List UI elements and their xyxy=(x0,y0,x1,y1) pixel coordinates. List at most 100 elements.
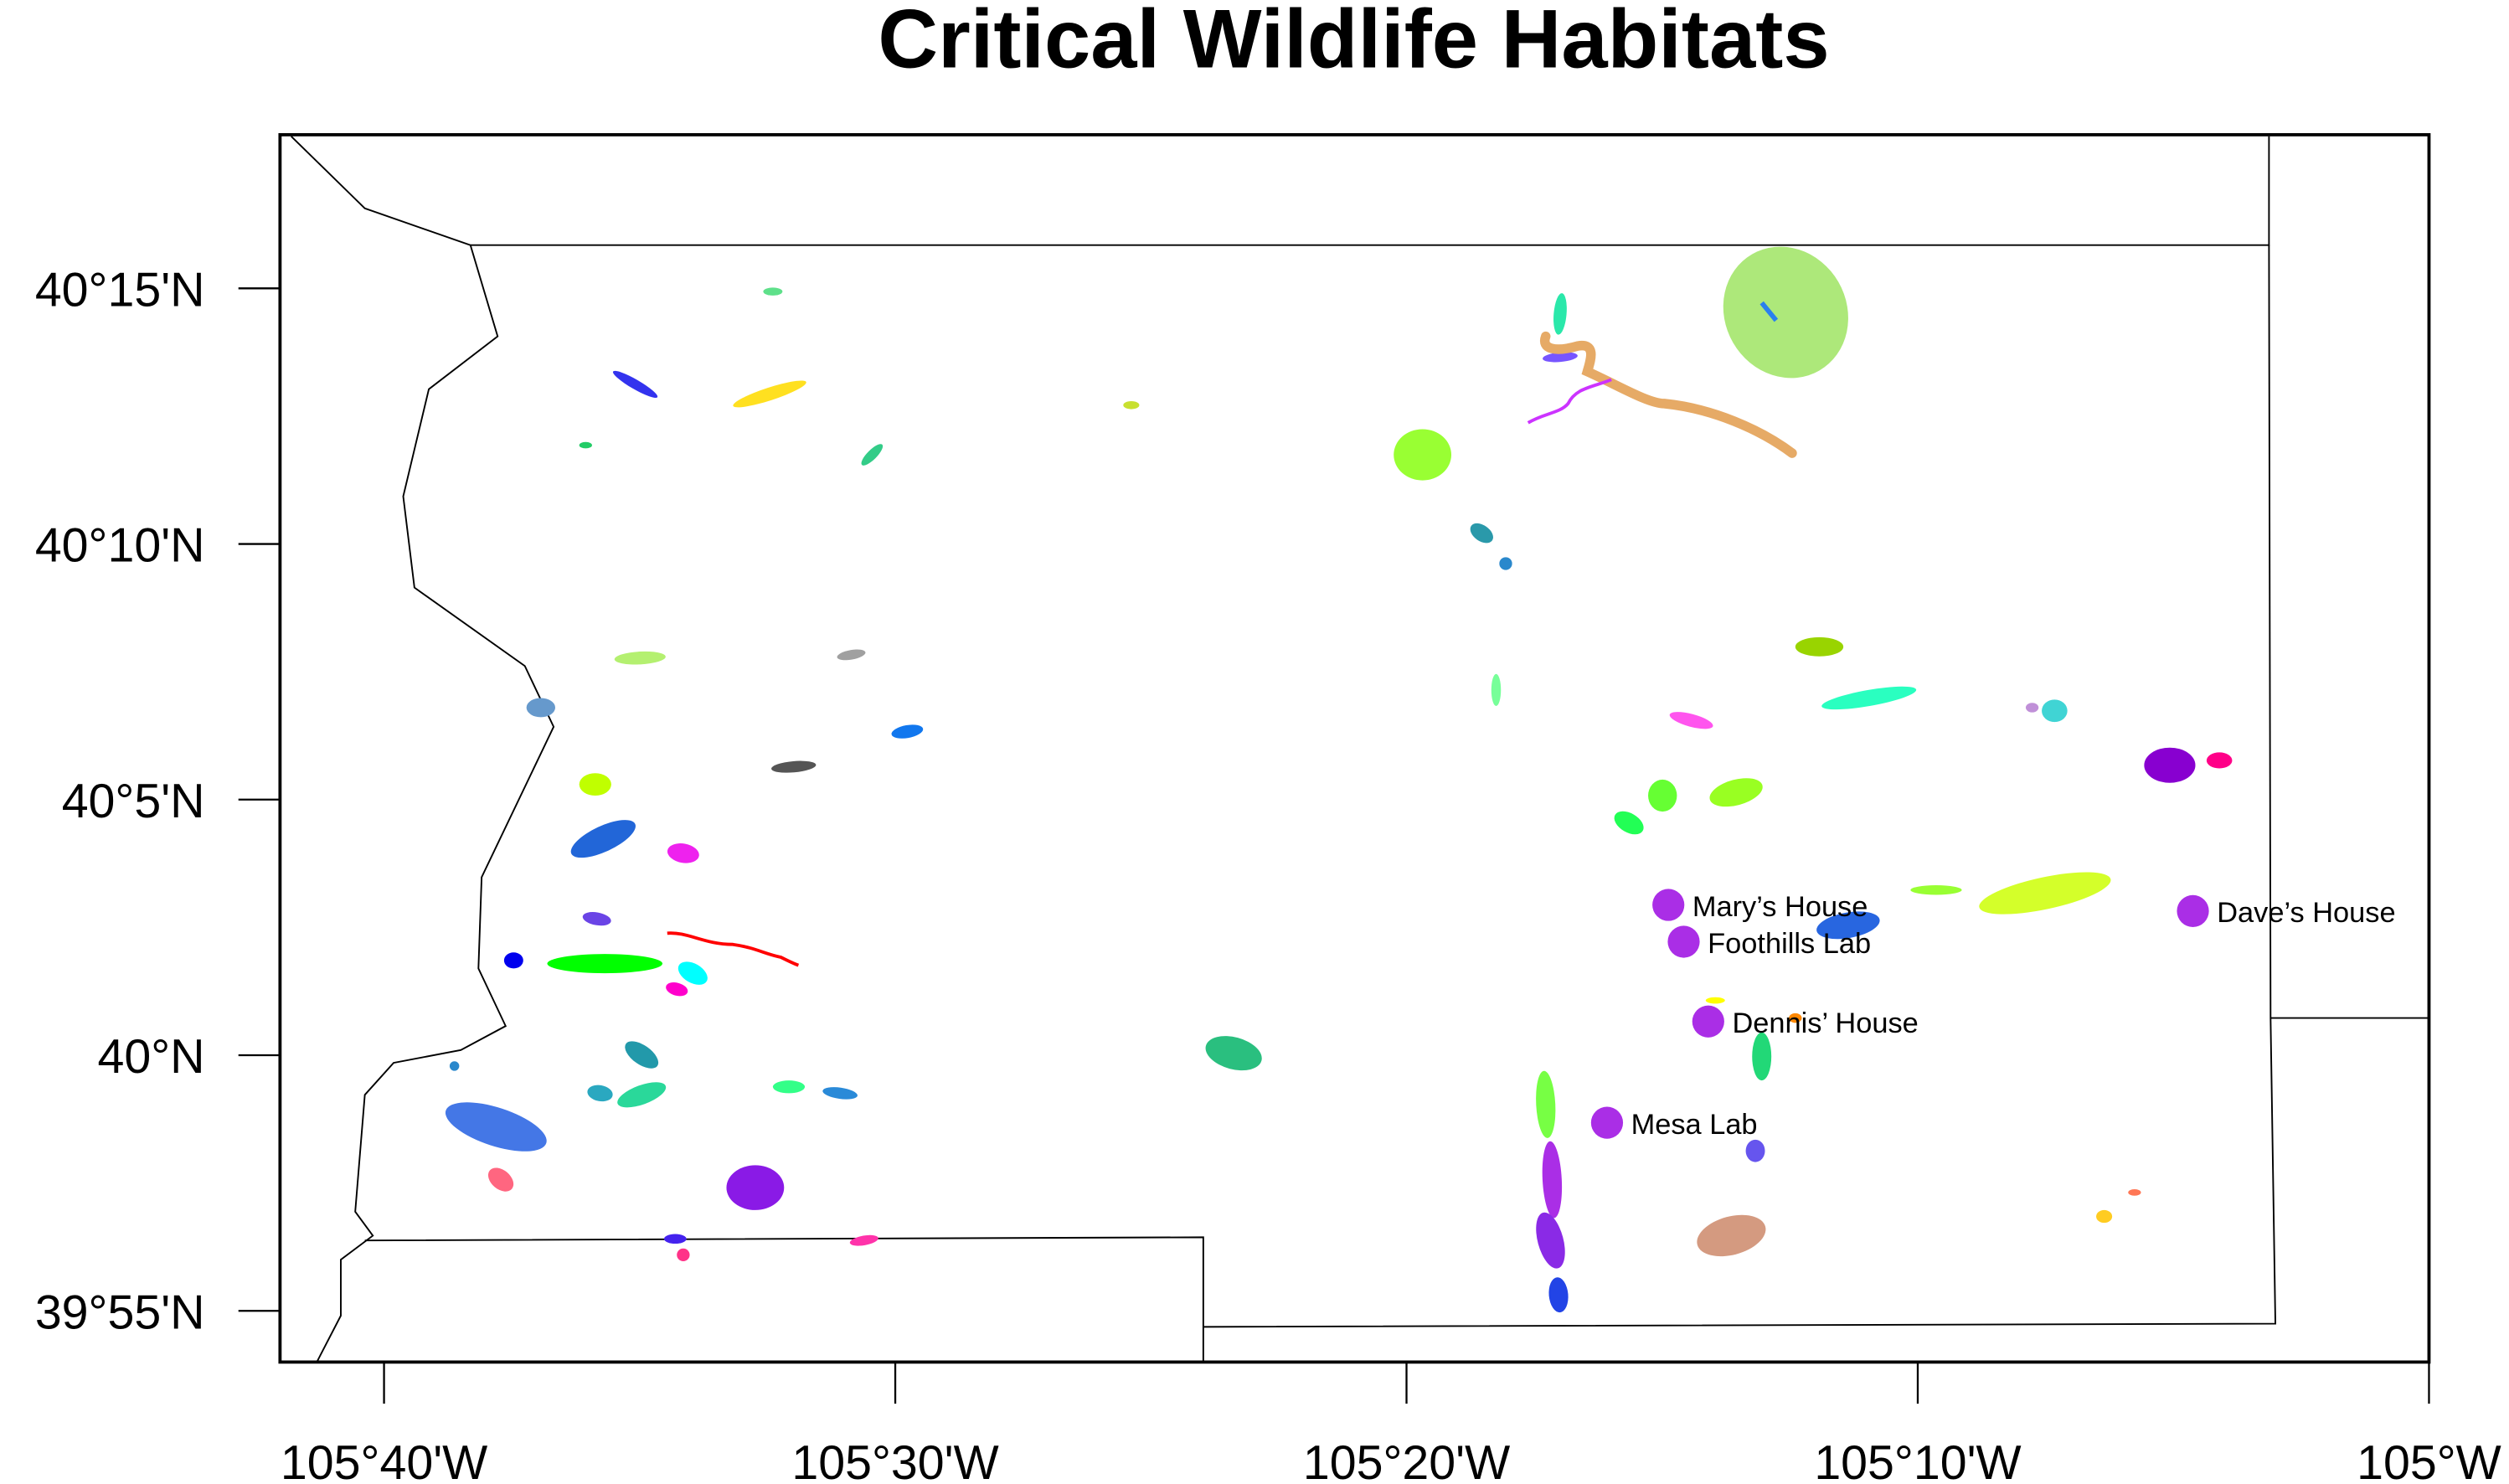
y-tick-label: 40°N xyxy=(98,1030,205,1084)
habitat-area xyxy=(1543,352,1578,363)
habitat-layer xyxy=(445,246,2233,1313)
habitat-area xyxy=(1759,301,1779,322)
x-tick-label: 105°W xyxy=(2357,1436,2501,1484)
habitat-area xyxy=(667,843,699,863)
habitat-area xyxy=(849,1234,878,1246)
habitat-stream xyxy=(667,931,800,967)
place-label: Dave’s House xyxy=(2217,897,2395,929)
habitat-area xyxy=(614,651,666,665)
habitat-area xyxy=(1553,293,1567,335)
habitat-area xyxy=(612,370,658,399)
habitat-area xyxy=(1491,673,1502,707)
map-title: Critical Wildlife Habitats xyxy=(878,0,1829,86)
habitat-area xyxy=(1205,1036,1262,1071)
habitat-area xyxy=(1499,557,1512,570)
habitat-area xyxy=(445,1102,547,1152)
habitat-river xyxy=(1540,331,1797,458)
habitat-area xyxy=(733,380,806,408)
habitat-area xyxy=(1697,1214,1766,1257)
habitat-area xyxy=(1548,1277,1569,1313)
place-label: Foothills Lab xyxy=(1708,928,1871,960)
county-boundary-north xyxy=(470,136,2270,246)
habitat-area xyxy=(570,820,636,858)
habitat-area xyxy=(1910,885,1962,895)
y-tick-label: 40°10'N xyxy=(35,519,205,573)
habitat-area xyxy=(1669,712,1713,729)
habitat-area xyxy=(2042,699,2068,723)
habitat-area xyxy=(1394,429,1452,481)
place-marker[interactable]: Dave’s House xyxy=(2177,894,2396,929)
habitat-area xyxy=(1723,246,1848,379)
habitat-area xyxy=(1542,1141,1563,1219)
habitat-area xyxy=(891,724,924,739)
habitat-area xyxy=(526,698,556,718)
habitat-area xyxy=(579,773,611,796)
place-marker[interactable]: Foothills Lab xyxy=(1667,925,1871,960)
place-dot-icon xyxy=(1590,1106,1624,1139)
habitat-area xyxy=(1745,1139,1765,1162)
habitat-stream xyxy=(1527,378,1612,425)
place-marker[interactable]: Dennis’ House xyxy=(1692,1005,1919,1039)
boundaries xyxy=(291,136,2429,1363)
place-dot-icon xyxy=(1667,925,1700,958)
habitat-area xyxy=(763,287,783,296)
habitat-area xyxy=(726,1165,785,1210)
habitat-area xyxy=(837,649,866,661)
county-boundary-west xyxy=(291,136,555,1363)
habitat-area xyxy=(1795,636,1844,657)
place-marker[interactable]: Mesa Lab xyxy=(1590,1106,1758,1141)
x-tick-label: 105°10'W xyxy=(1814,1436,2021,1484)
y-tick-label: 40°5'N xyxy=(62,775,205,828)
habitat-area xyxy=(2128,1189,2141,1196)
county-boundary-east xyxy=(1203,245,2277,1328)
habitat-area xyxy=(1979,872,2111,915)
habitat-area xyxy=(487,1167,514,1192)
habitat-area xyxy=(1709,778,1763,807)
habitat-area xyxy=(2025,703,2039,713)
x-tick-label: 105°20'W xyxy=(1303,1436,1510,1484)
y-axis: 40°15'N 40°10'N 40°5'N 40°N 39°55'N xyxy=(35,263,281,1339)
habitat-area xyxy=(822,1087,858,1100)
habitat-area xyxy=(666,982,688,997)
place-label: Mesa Lab xyxy=(1631,1109,1758,1141)
y-tick-label: 40°15'N xyxy=(35,263,205,317)
place-dot-icon xyxy=(1692,1005,1724,1038)
place-label: Mary’s House xyxy=(1692,891,1868,923)
habitat-area xyxy=(1752,1032,1772,1081)
place-dot-icon xyxy=(2177,894,2209,927)
x-tick-label: 105°40'W xyxy=(281,1436,487,1484)
habitat-area xyxy=(1614,811,1644,835)
place-dot-icon xyxy=(1652,889,1685,921)
county-boundary-south xyxy=(364,1236,1204,1363)
x-tick-label: 105°30'W xyxy=(791,1436,998,1484)
places-layer: Mary’s House Foothills Lab Dennis’ House Me… xyxy=(1590,889,2396,1141)
habitat-area xyxy=(547,954,663,974)
habitat-area xyxy=(2206,752,2233,769)
habitat-area xyxy=(771,760,817,773)
habitat-area xyxy=(663,1234,687,1244)
habitat-area xyxy=(449,1061,460,1071)
habitat-area xyxy=(1123,401,1140,410)
place-marker[interactable]: Mary’s House xyxy=(1652,889,1868,923)
habitat-area xyxy=(587,1085,613,1102)
habitat-area xyxy=(617,1082,667,1108)
y-tick-label: 39°55'N xyxy=(35,1286,205,1339)
habitat-area xyxy=(1789,1013,1802,1023)
habitat-area xyxy=(677,1248,690,1262)
habitat-area xyxy=(579,441,592,449)
map-frame xyxy=(278,132,2431,1364)
habitat-area xyxy=(772,1080,806,1094)
habitat-area xyxy=(1816,911,1880,940)
habitat-area xyxy=(503,952,523,969)
habitat-area xyxy=(625,1041,659,1069)
habitat-area xyxy=(1705,997,1725,1004)
place-label: Dennis’ House xyxy=(1732,1007,1918,1039)
habitat-area xyxy=(2096,1209,2113,1224)
habitat-area xyxy=(2144,747,2196,783)
habitat-area xyxy=(1536,1070,1556,1138)
habitat-area xyxy=(1648,779,1677,812)
habitat-area xyxy=(1821,686,1917,710)
habitat-area xyxy=(677,961,708,985)
habitat-area xyxy=(582,912,611,926)
